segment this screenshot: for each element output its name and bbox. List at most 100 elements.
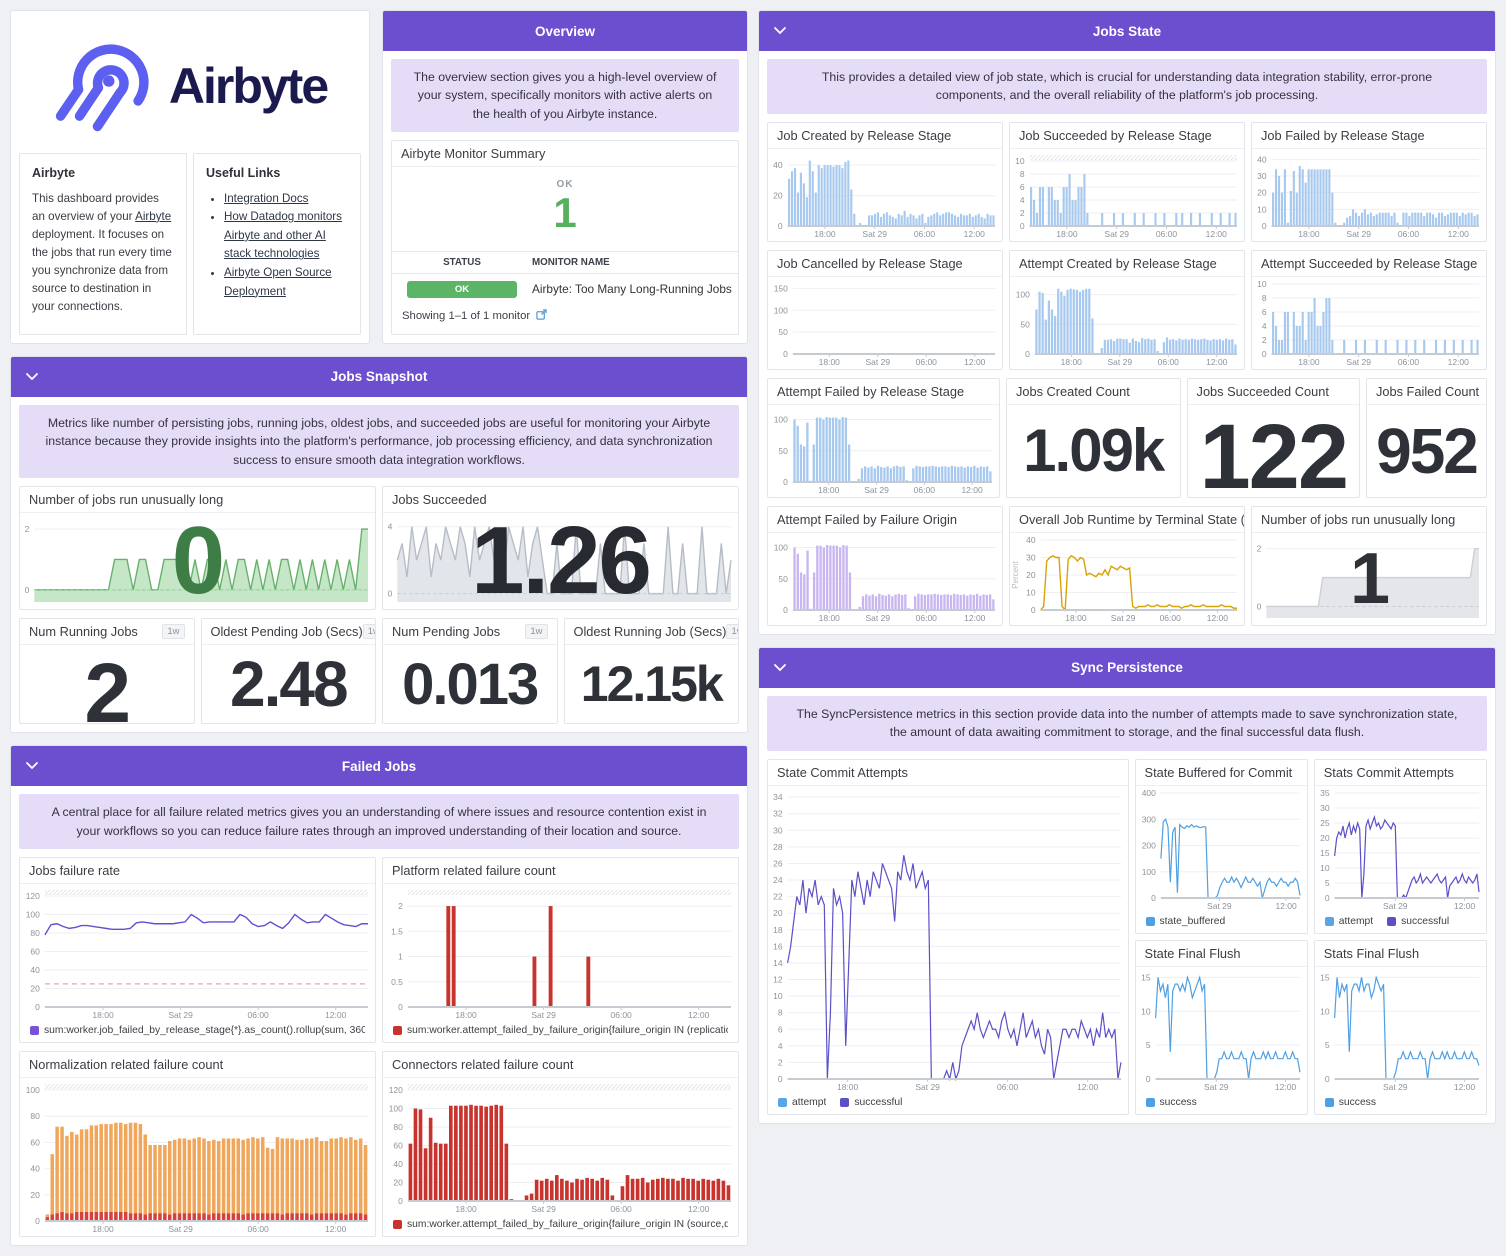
legend-item[interactable]: sum:worker.attempt_failed_by_failure_ori… (393, 1219, 728, 1230)
widget-title: State Final Flush (1144, 945, 1241, 961)
svg-text:16: 16 (773, 941, 783, 951)
widget-title: Num Running Jobs (29, 624, 138, 640)
svg-text:5: 5 (1145, 1040, 1150, 1050)
bar-chart[interactable]: 0 20 40 60 80 100 120 18:00 Sat 29 06:00 12:00 (383, 1078, 738, 1216)
chart-legend: sum:worker.attempt_failed_by_failure_ori… (383, 1022, 738, 1042)
monitor-status-label: OK (556, 179, 574, 191)
widget-title: Job Succeeded by Release Stage (1019, 127, 1212, 143)
legend-item[interactable]: state_buffered (1145, 916, 1225, 927)
bar-chart[interactable]: 0 2 4 6 8 10 18:00 Sat 29 06:00 12:00 (1252, 277, 1486, 369)
chart-state-commit-attempts: State Commit Attempts 0 2 4 6 8 10 12 14 16 18 20 2… (767, 758, 1129, 1115)
timeframe-badge[interactable]: 1w (362, 624, 375, 640)
bar-chart[interactable]: 0 10 20 30 40 18:00 Sat 29 06:00 12:00 (1252, 149, 1486, 241)
stat-num-running-jobs: Num Running Jobs 1w 2 (19, 618, 195, 740)
bar-chart[interactable]: 0 2 4 6 8 10 18:00 Sat 29 06:00 12:00 (1010, 149, 1244, 241)
column-monitor-name: MONITOR NAME (532, 256, 610, 268)
bar-chart[interactable]: 0 50 100 18:00 Sat 29 06:00 12:00 (1010, 277, 1244, 369)
svg-text:12:00: 12:00 (1448, 229, 1470, 239)
svg-text:0: 0 (778, 1074, 783, 1084)
svg-text:12:00: 12:00 (1207, 613, 1229, 623)
bar-chart[interactable]: 0 20 40 18:00 Sat 29 06:00 12:00 (768, 149, 1002, 241)
svg-text:06:00: 06:00 (916, 613, 938, 623)
legend-item[interactable]: sum:worker.attempt_failed_by_failure_ori… (393, 1025, 728, 1036)
monitor-name[interactable]: Airbyte: Too Many Long-Running Jobs (532, 282, 732, 296)
svg-text:18:00: 18:00 (819, 613, 841, 623)
line-chart[interactable]: 0 5 10 15 Sat 29 12:00 (1315, 967, 1486, 1094)
svg-text:20: 20 (1026, 570, 1036, 580)
external-link-icon[interactable] (536, 308, 547, 323)
stacked-bar-chart[interactable]: 0 20 40 60 80 100 18:00 Sat 29 06:00 12:00 (20, 1078, 375, 1236)
svg-text:24: 24 (773, 875, 783, 885)
link-datadog-monitors[interactable]: How Datadog monitors Airbyte and other A… (224, 210, 342, 261)
svg-text:100: 100 (1141, 867, 1155, 877)
svg-text:400: 400 (1141, 788, 1155, 798)
area-chart[interactable]: 0 4 1.26 (383, 507, 738, 614)
chevron-down-icon[interactable] (773, 662, 787, 674)
svg-text:Percent: Percent (1011, 560, 1020, 588)
line-chart[interactable]: 0 5 10 15 Sat 29 12:00 (1136, 967, 1307, 1094)
svg-text:5: 5 (1325, 878, 1330, 888)
stat-jobs-succeeded-count: Jobs Succeeded Count 122 (1186, 377, 1360, 508)
link-integration-docs[interactable]: Integration Docs (224, 191, 309, 205)
timeframe-badge[interactable]: 1w (726, 624, 738, 640)
svg-text:80: 80 (393, 1122, 403, 1132)
legend-item[interactable]: successful (840, 1097, 902, 1108)
svg-text:25: 25 (1320, 818, 1330, 828)
svg-text:2: 2 (25, 524, 30, 534)
legend-item[interactable]: successful (1387, 916, 1449, 927)
monitor-table-header: STATUS MONITOR NAME (392, 250, 738, 274)
chevron-down-icon[interactable] (25, 760, 39, 772)
chevron-down-icon[interactable] (773, 25, 787, 37)
svg-text:20: 20 (30, 984, 40, 994)
monitor-row[interactable]: OK Airbyte: Too Many Long-Running Jobs (392, 274, 738, 305)
line-chart[interactable]: 0 2 4 6 8 10 12 14 16 18 20 22 24 26 28 30 32 34 18:00 Sat … (768, 786, 1128, 1094)
chart-job-created-by-release-stage: Job Created by Release Stage 0 20 40 18:00 S… (767, 121, 1003, 242)
monitor-summary-widget: Airbyte Monitor Summary OK 1 STATUS MONI… (391, 140, 739, 335)
timeframe-badge[interactable]: 1w (525, 624, 548, 640)
status-badge[interactable]: OK (407, 280, 517, 298)
svg-text:12:00: 12:00 (964, 229, 986, 239)
legend-item[interactable]: sum:worker.job_failed_by_release_stage{*… (30, 1025, 365, 1036)
bar-chart[interactable]: 0 50 100 150 18:00 Sat 29 06:00 12:00 (768, 277, 1002, 369)
svg-text:32: 32 (773, 808, 783, 818)
line-chart[interactable]: 0 5 10 15 20 25 30 35 Sat 29 12:00 (1315, 786, 1486, 913)
svg-text:Sat 29: Sat 29 (168, 1224, 193, 1234)
bar-chart[interactable]: 0 50 100 18:00 Sat 29 06:00 12:00 (768, 533, 1002, 625)
svg-text:Sat 29: Sat 29 (1107, 357, 1132, 367)
svg-text:4: 4 (1262, 321, 1267, 331)
timeframe-badge[interactable]: 1w (162, 624, 185, 640)
svg-text:10: 10 (1320, 863, 1330, 873)
legend-item[interactable]: attempt (778, 1097, 826, 1108)
legend-item[interactable]: success (1324, 1097, 1376, 1108)
chart-attempt-failed-by-failure-origin: Attempt Failed by Failure Origin 0 50 100 1… (767, 505, 1003, 626)
svg-text:12: 12 (773, 974, 783, 984)
line-chart[interactable]: 0 20 40 60 80 100 120 18:00 Sat 29 06:00 12:00 (20, 884, 375, 1022)
svg-text:18:00: 18:00 (455, 1010, 477, 1020)
chart-jobs-failure-rate: Jobs failure rate 0 20 40 60 80 100 120 18:00 Sa… (19, 857, 376, 1043)
chart-attempt-failed-by-release-stage: Attempt Failed by Release Stage 0 50 100 18… (767, 377, 1000, 498)
svg-text:50: 50 (1020, 319, 1030, 329)
widget-title: Job Failed by Release Stage (1261, 127, 1425, 143)
svg-text:12:00: 12:00 (325, 1010, 347, 1020)
svg-text:12:00: 12:00 (688, 1204, 710, 1214)
legend-item[interactable]: success (1145, 1097, 1197, 1108)
stat-value: 12.15k (580, 656, 724, 713)
line-chart[interactable]: 0 100 200 300 400 Sat 29 12:00 (1136, 786, 1307, 913)
bar-chart[interactable]: 0 50 100 18:00 Sat 29 06:00 12:00 (768, 405, 999, 497)
svg-text:6: 6 (1020, 182, 1025, 192)
svg-text:10: 10 (1015, 156, 1025, 166)
svg-text:0: 0 (1025, 349, 1030, 359)
chevron-down-icon[interactable] (25, 371, 39, 383)
widget-title: Job Cancelled by Release Stage (777, 255, 963, 271)
svg-text:12:00: 12:00 (1077, 1082, 1099, 1092)
bar-chart[interactable]: 0 0.5 1 1.5 2 18:00 Sat 29 06:00 12:00 (383, 884, 738, 1022)
link-open-source-deployment[interactable]: Airbyte Open Source Deployment (224, 266, 332, 298)
widget-title: Jobs Succeeded Count (1196, 383, 1329, 399)
airbyte-link[interactable]: Airbyte (135, 209, 172, 223)
sync-persistence-description: The SyncPersistence metrics in this sect… (767, 695, 1487, 751)
monitor-footer-text: Showing 1–1 of 1 monitor (402, 309, 531, 322)
line-chart[interactable]: 0 10 20 30 40 Percent 18:00 Sat 29 06:00 12:00 (1010, 533, 1244, 625)
legend-item[interactable]: attempt (1324, 916, 1373, 927)
